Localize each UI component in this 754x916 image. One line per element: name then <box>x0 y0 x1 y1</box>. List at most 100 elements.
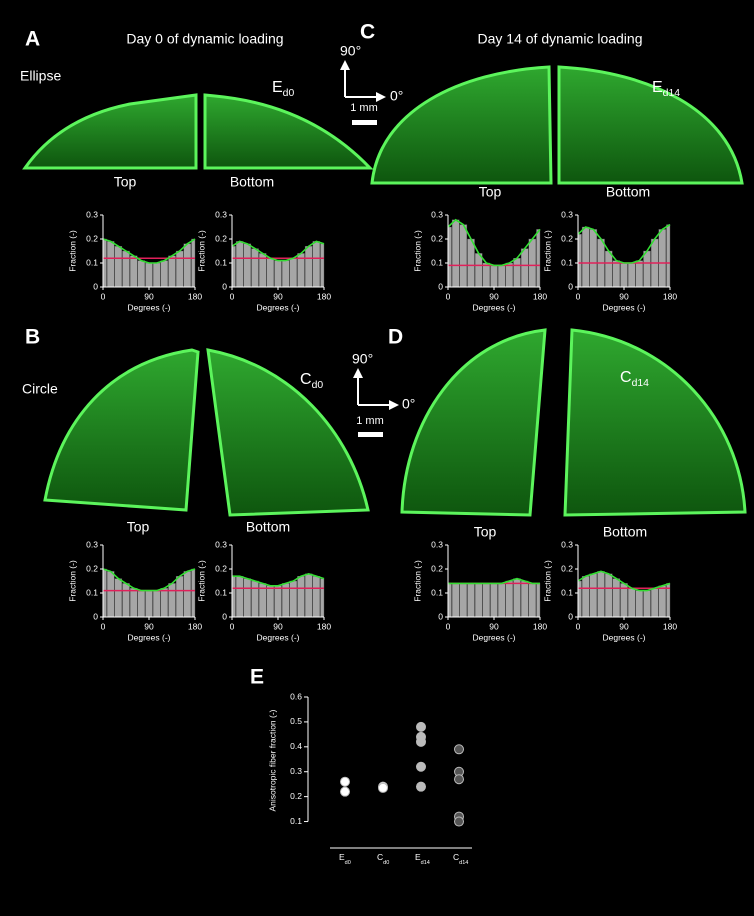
bar <box>581 226 590 288</box>
bar <box>137 260 146 288</box>
bar <box>459 224 468 288</box>
bar <box>658 229 667 288</box>
x-axis-label: Degrees (-) <box>473 302 516 312</box>
bar <box>482 583 491 618</box>
bar <box>536 583 541 618</box>
x-tick-label: 180 <box>317 621 331 631</box>
bar <box>497 583 506 618</box>
x-axis-label: Degrees (-) <box>257 302 300 312</box>
bar <box>175 250 184 288</box>
x-axis-label: Degrees (-) <box>603 632 646 642</box>
bar <box>251 248 259 288</box>
bar <box>129 255 138 288</box>
bar <box>114 578 123 618</box>
bar <box>168 583 176 618</box>
y-tick-label: 0.2 <box>86 563 98 573</box>
bar <box>505 580 514 618</box>
bar <box>447 583 452 618</box>
x-axis-label: Degrees (-) <box>473 632 516 642</box>
bar <box>467 238 475 288</box>
section-label: Bottom <box>230 174 274 190</box>
bar <box>168 255 176 288</box>
y-tick-label: 0.1 <box>431 257 443 267</box>
y-tick-label: 0.3 <box>86 539 98 549</box>
scale-label: 1 mm <box>356 415 384 427</box>
x-axis-label: Degrees (-) <box>257 632 300 642</box>
y-axis-label: Fraction (-) <box>196 560 206 602</box>
y-tick-label: 0 <box>438 611 443 621</box>
bar <box>102 238 107 288</box>
bar <box>627 588 636 618</box>
x-tick-label: 180 <box>533 621 547 631</box>
compass-right: 0° <box>390 88 403 104</box>
curve <box>102 238 196 264</box>
bar <box>175 576 184 618</box>
y-tick-label: 0.4 <box>290 741 302 751</box>
y-tick-label: 0 <box>438 281 443 291</box>
x-tick-label: 90 <box>144 621 154 631</box>
compass <box>340 60 399 437</box>
x-axis-label: Degrees (-) <box>603 302 646 312</box>
x-tick-label: 90 <box>489 621 499 631</box>
y-tick-label: 0 <box>93 611 98 621</box>
bar <box>312 576 321 618</box>
bar <box>490 265 498 288</box>
bar <box>597 571 605 618</box>
x-tick-label: 0 <box>101 621 106 631</box>
bar <box>467 583 475 618</box>
bar <box>122 583 130 618</box>
image-circle-day0 <box>43 348 370 517</box>
bar <box>320 243 325 288</box>
bar <box>490 583 498 618</box>
bar <box>520 248 529 288</box>
x-tick-label: 180 <box>188 621 202 631</box>
point <box>454 774 464 785</box>
point <box>416 761 426 772</box>
image-circle-day14 <box>400 328 747 517</box>
panel-label: B <box>25 326 40 349</box>
y-tick-label: 0.2 <box>431 233 443 243</box>
bar <box>152 590 161 618</box>
bar <box>589 573 598 618</box>
curve <box>577 570 671 592</box>
bar <box>251 580 259 618</box>
bar <box>114 245 123 288</box>
bar <box>235 241 244 288</box>
panel-label: E <box>250 666 264 689</box>
section-label: Bottom <box>246 519 290 535</box>
y-axis-label: Fraction (-) <box>67 560 77 602</box>
x-tick-label: 0 <box>576 291 581 301</box>
x-axis-label: Degrees (-) <box>128 632 171 642</box>
bar <box>666 224 671 288</box>
curve <box>447 218 541 267</box>
bar <box>235 576 244 618</box>
bar <box>627 262 636 288</box>
point <box>454 816 464 827</box>
y-tick-label: 0.3 <box>215 209 227 219</box>
bar <box>650 588 659 618</box>
x-tick-label: 180 <box>663 291 677 301</box>
curve <box>231 240 325 262</box>
scale-label: 1 mm <box>350 102 378 114</box>
y-tick-label: 0.1 <box>86 257 98 267</box>
y-tick-label: 0 <box>568 281 573 291</box>
bar <box>152 262 161 288</box>
y-tick-label: 0.2 <box>290 791 302 801</box>
bar <box>289 258 298 288</box>
bar <box>474 583 483 618</box>
bar <box>289 580 298 618</box>
image-label: Ed14 <box>652 79 680 99</box>
bar <box>183 243 192 288</box>
bar <box>297 576 305 618</box>
header: Day 0 of dynamic loading <box>126 31 283 47</box>
bar <box>243 243 252 288</box>
y-axis-label: Fraction (-) <box>542 560 552 602</box>
x-tick-label: 0 <box>446 291 451 301</box>
bar <box>122 250 130 288</box>
image-ellipse-day14 <box>370 65 744 185</box>
bar <box>581 576 590 618</box>
image-label: Cd0 <box>300 371 323 391</box>
bar <box>281 260 290 288</box>
y-tick-label: 0.2 <box>215 563 227 573</box>
y-tick-label: 0.3 <box>86 209 98 219</box>
